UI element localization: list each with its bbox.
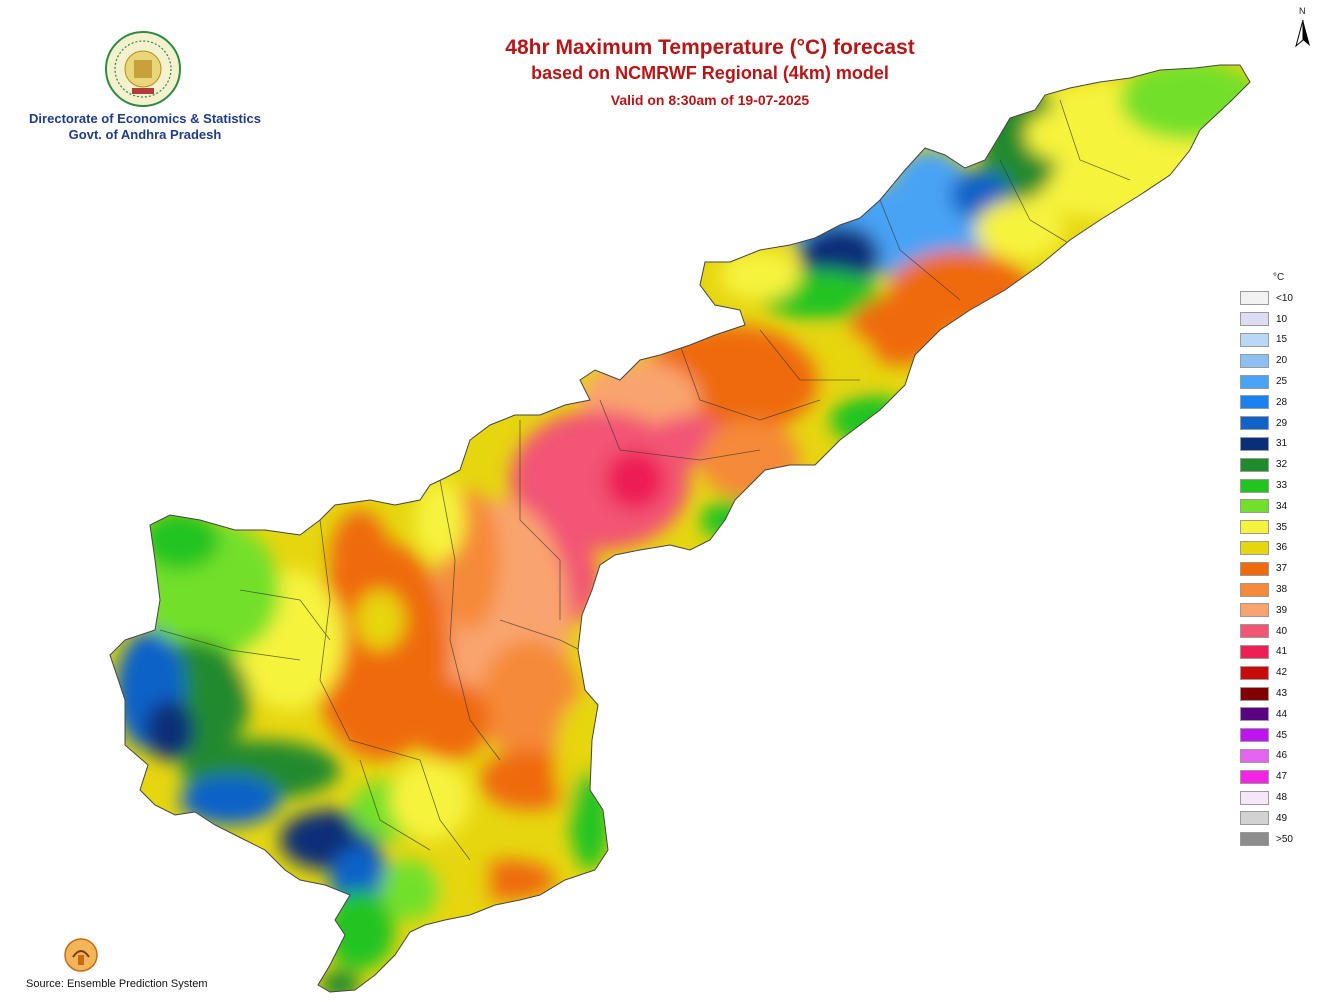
- legend-label: 45: [1276, 730, 1287, 741]
- legend-label: 31: [1276, 438, 1287, 449]
- legend-item: <10: [1240, 288, 1310, 309]
- legend-item: 42: [1240, 662, 1310, 683]
- legend-swatch: [1240, 312, 1269, 326]
- legend-label: 20: [1276, 355, 1287, 366]
- legend-item: 20: [1240, 350, 1310, 371]
- legend-item: 40: [1240, 621, 1310, 642]
- ncmrwf-logo-icon: [55, 935, 107, 975]
- legend-item: 15: [1240, 330, 1310, 351]
- legend-label: 34: [1276, 501, 1287, 512]
- legend-label: >50: [1276, 834, 1293, 845]
- legend-item: 44: [1240, 704, 1310, 725]
- legend-label: 49: [1276, 813, 1287, 824]
- legend-label: 47: [1276, 771, 1287, 782]
- legend-label: 43: [1276, 688, 1287, 699]
- legend-label: 15: [1276, 334, 1287, 345]
- legend-swatch: [1240, 291, 1269, 305]
- legend-item: 38: [1240, 579, 1310, 600]
- legend-label: 10: [1276, 314, 1287, 325]
- legend-item: 36: [1240, 538, 1310, 559]
- legend-item: 10: [1240, 309, 1310, 330]
- legend-label: 32: [1276, 459, 1287, 470]
- legend-item: 35: [1240, 517, 1310, 538]
- source-note: Source: Ensemble Prediction System: [26, 978, 208, 990]
- legend-swatch: [1240, 603, 1269, 617]
- legend-swatch: [1240, 666, 1269, 680]
- legend-label: 35: [1276, 522, 1287, 533]
- legend-label: 40: [1276, 626, 1287, 637]
- legend-label: 33: [1276, 480, 1287, 491]
- north-arrow-icon: [1291, 6, 1315, 48]
- legend-label: 25: [1276, 376, 1287, 387]
- legend-item: 28: [1240, 392, 1310, 413]
- legend-swatch: [1240, 375, 1269, 389]
- legend-item: 25: [1240, 371, 1310, 392]
- legend-item: 41: [1240, 642, 1310, 663]
- legend-label: 41: [1276, 646, 1287, 657]
- legend-swatch: [1240, 520, 1269, 534]
- legend-item: 29: [1240, 413, 1310, 434]
- legend-item: 34: [1240, 496, 1310, 517]
- legend-label: 29: [1276, 418, 1287, 429]
- legend-item: 43: [1240, 683, 1310, 704]
- legend-item: 48: [1240, 787, 1310, 808]
- legend-label: 36: [1276, 542, 1287, 553]
- legend-item: 45: [1240, 725, 1310, 746]
- legend-swatch: [1240, 728, 1269, 742]
- legend-item: 31: [1240, 434, 1310, 455]
- legend-swatch: [1240, 479, 1269, 493]
- legend-label: 48: [1276, 792, 1287, 803]
- legend-swatch: [1240, 624, 1269, 638]
- legend-label: 38: [1276, 584, 1287, 595]
- legend-swatch: [1240, 333, 1269, 347]
- legend-swatch: [1240, 811, 1269, 825]
- legend-label: 28: [1276, 397, 1287, 408]
- legend-swatch: [1240, 562, 1269, 576]
- legend-label: 42: [1276, 667, 1287, 678]
- legend-swatch: [1240, 832, 1269, 846]
- legend-label: <10: [1276, 293, 1293, 304]
- map-title: 48hr Maximum Temperature (°C) forecast: [330, 36, 1090, 60]
- legend-item: 49: [1240, 808, 1310, 829]
- legend-swatch: [1240, 416, 1269, 430]
- legend-item: 47: [1240, 766, 1310, 787]
- legend-swatch: [1240, 770, 1269, 784]
- org-name: Directorate of Economics & Statistics: [0, 111, 290, 126]
- legend-swatch: [1240, 395, 1269, 409]
- legend-swatch: [1240, 645, 1269, 659]
- legend-swatch: [1240, 499, 1269, 513]
- legend-swatch: [1240, 458, 1269, 472]
- legend-label: 37: [1276, 563, 1287, 574]
- legend-swatch: [1240, 791, 1269, 805]
- legend-swatch: [1240, 707, 1269, 721]
- legend-item: 46: [1240, 746, 1310, 767]
- valid-date: Valid on 8:30am of 19-07-2025: [330, 92, 1090, 108]
- legend-swatch: [1240, 541, 1269, 555]
- legend-item: >50: [1240, 829, 1310, 850]
- legend-swatch: [1240, 354, 1269, 368]
- legend-item: 39: [1240, 600, 1310, 621]
- legend-item: 32: [1240, 454, 1310, 475]
- legend-item: 33: [1240, 475, 1310, 496]
- legend-label: 46: [1276, 750, 1287, 761]
- legend-swatch: [1240, 583, 1269, 597]
- legend-label: 39: [1276, 605, 1287, 616]
- legend-unit: °C: [1273, 272, 1310, 288]
- legend-label: 44: [1276, 709, 1287, 720]
- legend-item: 37: [1240, 558, 1310, 579]
- legend: °C <10 10 15 20 25 28 29 31 32 33 34 35 36 37 38 39 40 41…: [1240, 272, 1310, 850]
- legend-swatch: [1240, 437, 1269, 451]
- map-subtitle: based on NCMRWF Regional (4km) model: [330, 63, 1090, 84]
- org-government: Govt. of Andhra Pradesh: [0, 127, 290, 142]
- ap-state-emblem-icon: [104, 30, 182, 108]
- legend-swatch: [1240, 687, 1269, 701]
- legend-swatch: [1240, 749, 1269, 763]
